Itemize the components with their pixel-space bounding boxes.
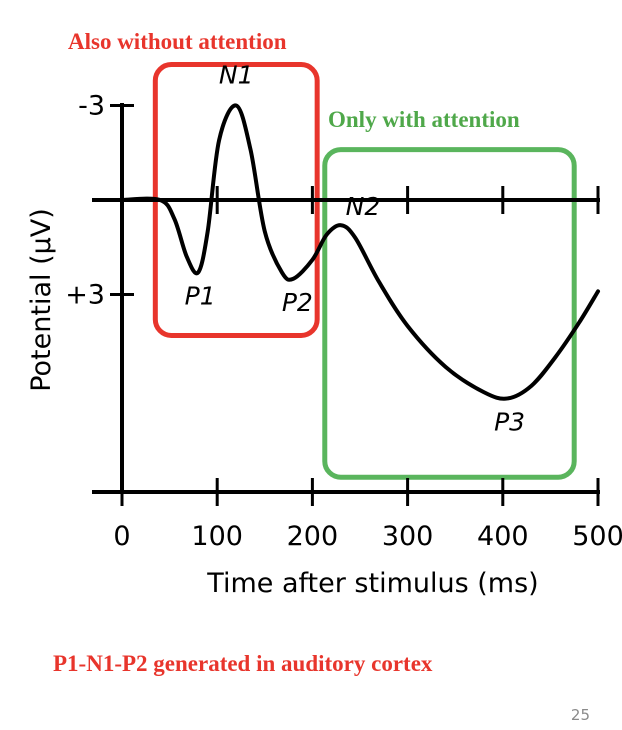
erp-series-line [120, 103, 600, 401]
x-tick-label: 0 [113, 521, 130, 552]
x-tick-label: 100 [191, 521, 243, 552]
peak-label-p2: P2 [282, 288, 313, 317]
y-axis-label: Potential (µV) [26, 208, 57, 392]
y-tick-label: -3 [78, 91, 105, 122]
bottom-note: P1-N1-P2 generated in auditory cortex [53, 651, 433, 676]
x-tick-label: 400 [477, 521, 529, 552]
x-tick-label: 200 [287, 521, 339, 552]
green-region-box [322, 147, 577, 480]
peak-label-p3: P3 [494, 407, 525, 436]
x-tick-label: 500 [572, 521, 622, 552]
y-tick-label: +3 [65, 280, 105, 311]
peak-label-n2: N2 [346, 192, 381, 221]
page-number: 25 [571, 706, 590, 724]
peak-label-p1: P1 [185, 281, 216, 310]
peak-label-n1: N1 [219, 61, 254, 90]
x-axis-label: Time after stimulus (ms) [206, 568, 538, 599]
top-annotation: Also without attention [68, 29, 287, 54]
x-tick-label: 300 [382, 521, 434, 552]
green-region-label: Only with attention [328, 107, 520, 132]
